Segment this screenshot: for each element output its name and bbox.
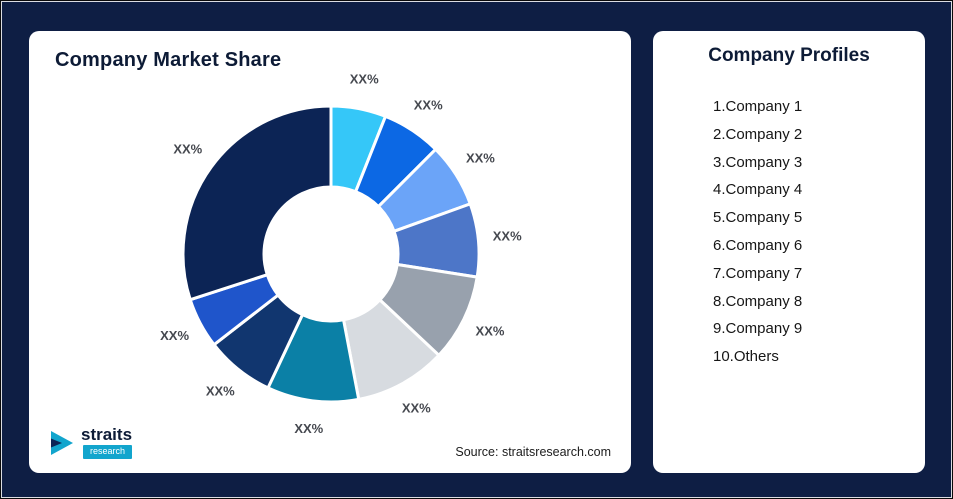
slice-data-label: XX%	[294, 421, 323, 436]
source-note: Source: straitsresearch.com	[455, 445, 611, 459]
company-profiles-card: Company Profiles 1.Company 1 2.Company 2 3…	[653, 31, 925, 473]
slice-data-label: XX%	[493, 229, 522, 244]
straits-logo-icon	[51, 430, 73, 455]
company-list-item: 10.Others	[713, 348, 779, 366]
logo-brand: straits	[81, 425, 133, 445]
slice-data-label: XX%	[160, 328, 189, 343]
company-list-item: 2.Company 2	[713, 125, 803, 143]
donut-chart: XX% XX% XX% XX% XX% XX% XX% XX% XX% XX%	[160, 72, 522, 437]
company-list-item: 6.Company 6	[713, 236, 803, 254]
company-list: 1.Company 1 2.Company 2 3.Company 3 4.Compa…	[713, 93, 915, 371]
company-list-item: 4.Company 4	[713, 181, 803, 199]
logo-text: straits research	[81, 425, 133, 459]
chart-title: Company Market Share	[55, 49, 282, 71]
profiles-title: Company Profiles	[708, 45, 870, 66]
slice-data-label: XX%	[476, 323, 505, 338]
market-share-card: Company Market Share XX% XX% XX% XX% XX% XX% X…	[29, 31, 631, 473]
logo-sub-brand: research	[83, 445, 133, 459]
slice-data-label: XX%	[414, 98, 443, 113]
company-list-item: 5.Company 5	[713, 209, 803, 227]
company-list-item: 8.Company 8	[713, 292, 803, 310]
slice-data-label: XX%	[206, 384, 235, 399]
slice-data-label: XX%	[173, 141, 202, 156]
slice-data-label: XX%	[466, 151, 495, 166]
company-list-item: 1.Company 1	[713, 98, 803, 115]
slice-data-label: XX%	[350, 72, 379, 87]
slice-data-label: XX%	[402, 401, 431, 416]
company-list-item: 9.Company 9	[713, 320, 803, 338]
company-list-item: 3.Company 3	[713, 153, 803, 171]
straits-research-logo: straits research	[49, 425, 133, 459]
company-list-item: 7.Company 7	[713, 264, 803, 282]
donut-slice-others	[181, 104, 333, 302]
